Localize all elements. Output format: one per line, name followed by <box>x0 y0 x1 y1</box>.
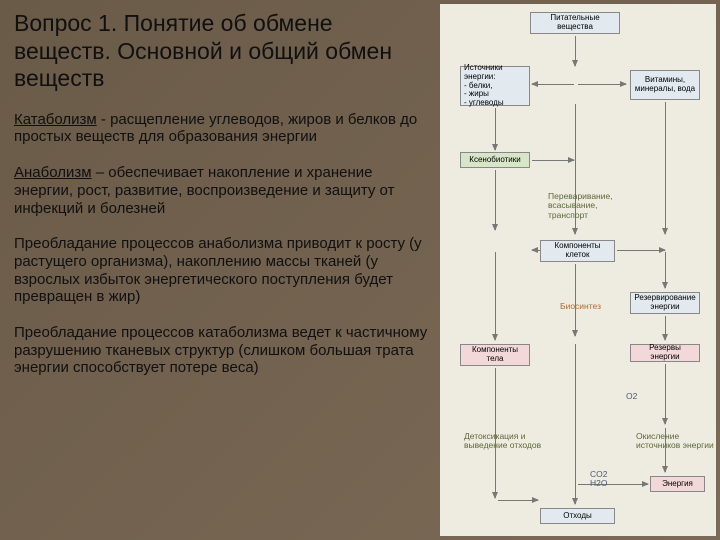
label-co2: CO2 H2O <box>590 470 607 489</box>
box-body_comp: Компоненты тела <box>460 344 530 366</box>
paragraph-2: Анаболизм – обеспечивает накопление и хр… <box>14 164 434 217</box>
arrow-down <box>495 252 496 340</box>
label-o2: О2 <box>626 392 637 401</box>
label-biosynth: Биосинтез <box>560 302 601 311</box>
box-components: Компоненты клеток <box>540 240 615 262</box>
label-transport: Переваривание, всасывание, транспорт <box>548 192 638 220</box>
box-waste: Отходы <box>540 508 615 524</box>
box-nutrients: Питательные вещества <box>530 12 620 34</box>
arrow-right <box>578 484 648 485</box>
arrow-down <box>575 344 576 504</box>
paragraph-1: Катаболизм - расщепление углеводов, жиро… <box>14 111 434 146</box>
arrow-down <box>495 108 496 150</box>
arrow-down <box>665 316 666 340</box>
box-reserve: Резервирование энергии <box>630 292 700 314</box>
arrow-left <box>532 250 540 251</box>
arrow-down <box>495 170 496 230</box>
label-oxid: Окисление источников энергии <box>636 432 716 451</box>
box-xeno: Ксенобиотики <box>460 152 530 168</box>
term-anabolism: Анаболизм <box>14 164 92 181</box>
arrow-right <box>532 160 574 161</box>
box-energy: Энергия <box>650 476 705 492</box>
paragraph-3: Преобладание процессов анаболизма привод… <box>14 235 434 306</box>
metabolism-diagram: Питательные вещества Источники энергии: -… <box>440 4 716 536</box>
arrow-right <box>578 84 626 85</box>
label-detox: Детоксикация и выведение отходов <box>464 432 554 451</box>
arrow-right <box>498 500 538 501</box>
box-vitamins: Витамины, минералы, вода <box>630 70 700 100</box>
arrow-down <box>575 264 576 336</box>
slide-title: Вопрос 1. Понятие об обмене веществ. Осн… <box>14 10 434 93</box>
arrow-down <box>665 252 666 288</box>
arrow-left <box>532 84 574 85</box>
term-catabolism: Катаболизм <box>14 111 97 128</box>
box-energy_src: Источники энергии: - белки, - жиры - угл… <box>460 66 530 106</box>
arrow-down <box>665 102 666 234</box>
arrow-down <box>665 364 666 424</box>
paragraph-4: Преобладание процессов катаболизма ведет… <box>14 324 434 377</box>
arrow-right <box>617 250 665 251</box>
box-reserves: Резервы энергии <box>630 344 700 362</box>
arrow-down <box>575 36 576 66</box>
